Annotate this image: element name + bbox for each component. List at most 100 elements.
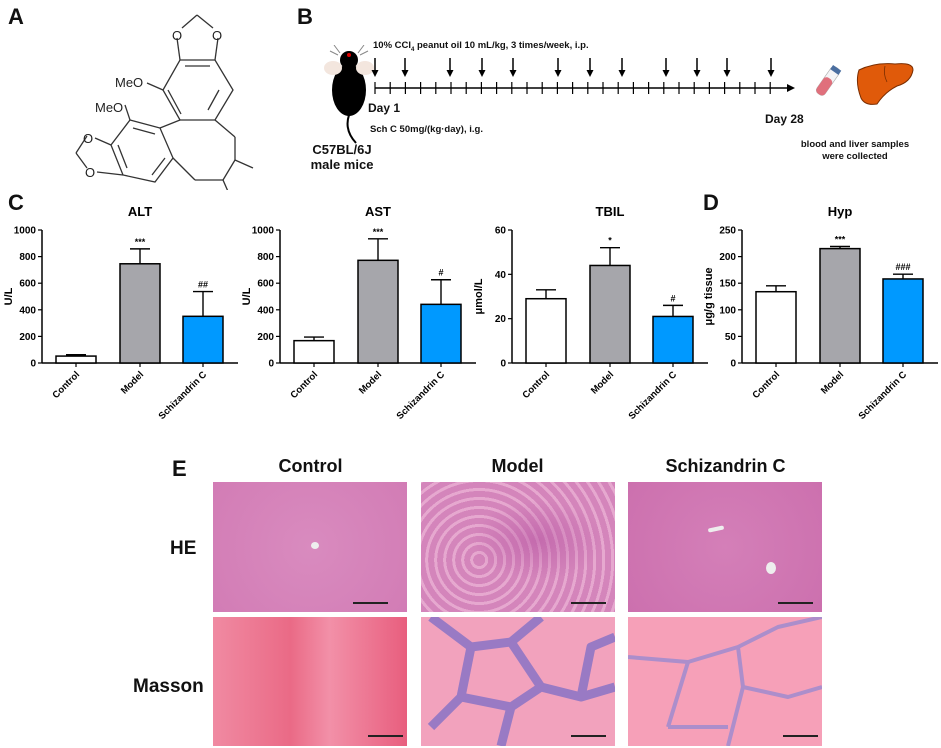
column-header-schizandrin: Schizandrin C xyxy=(665,456,786,476)
row-header-masson: Masson xyxy=(133,676,204,697)
chart-title: Hyp xyxy=(828,204,853,219)
bar-schizandrin-c xyxy=(182,315,224,364)
day-end-label: Day 28 xyxy=(765,112,804,126)
y-axis-label: U/L xyxy=(3,287,15,305)
svg-text:MeO: MeO xyxy=(95,100,123,115)
bar-schizandrin-c xyxy=(882,278,924,364)
chart-title: ALT xyxy=(128,204,152,219)
svg-text:200: 200 xyxy=(19,332,36,343)
svg-text:O: O xyxy=(172,28,182,43)
svg-text:O: O xyxy=(212,28,222,43)
svg-text:0: 0 xyxy=(30,359,36,370)
svg-text:Model: Model xyxy=(357,369,384,396)
svg-text:O: O xyxy=(85,165,95,180)
svg-text:50: 50 xyxy=(725,332,737,343)
svg-text:*: * xyxy=(608,236,612,246)
svg-text:Schizandrin C: Schizandrin C xyxy=(857,369,910,422)
svg-text:0: 0 xyxy=(268,359,274,370)
svg-text:Model: Model xyxy=(589,369,616,396)
svg-text:800: 800 xyxy=(257,252,274,263)
panel-label-e: E xyxy=(172,456,187,481)
svg-text:150: 150 xyxy=(719,279,736,290)
animal-sex: male mice xyxy=(310,157,374,172)
chart-ast: AST 0 200 400 600 800 1000 U/L Control *** Model # S… xyxy=(238,196,483,446)
svg-text:###: ### xyxy=(895,262,910,272)
svg-text:600: 600 xyxy=(257,279,274,290)
svg-text:200: 200 xyxy=(719,252,736,263)
column-header-model: Model xyxy=(491,456,544,476)
bar-control xyxy=(293,339,335,364)
chart-title: TBIL xyxy=(596,204,625,219)
animal-strain: C57BL/6J xyxy=(312,142,372,157)
y-axis-label: U/L xyxy=(241,287,253,305)
svg-text:Schizandrin C: Schizandrin C xyxy=(627,369,680,422)
svg-text:40: 40 xyxy=(495,270,507,281)
svg-text:##: ## xyxy=(198,280,208,290)
svg-text:Model: Model xyxy=(119,369,146,396)
bar-model xyxy=(589,264,631,364)
svg-text:Control: Control xyxy=(50,369,82,401)
svg-text:***: *** xyxy=(835,234,846,244)
column-header-control: Control xyxy=(278,456,343,476)
bar-control xyxy=(55,355,97,364)
svg-text:250: 250 xyxy=(719,226,736,237)
svg-text:400: 400 xyxy=(19,305,36,316)
bar-control xyxy=(755,290,797,364)
mouse-icon xyxy=(324,45,374,144)
panel-label-a: A xyxy=(8,4,24,29)
svg-text:***: *** xyxy=(373,227,384,237)
he-control-image xyxy=(213,482,407,612)
panel-label-b: B xyxy=(297,4,313,29)
panel-label-c: C xyxy=(8,190,24,215)
svg-text:0: 0 xyxy=(500,359,506,370)
chemical-structure: O O MeO MeO O O xyxy=(75,14,254,190)
svg-text:O: O xyxy=(83,131,93,146)
blood-tube-icon xyxy=(815,65,842,96)
svg-text:600: 600 xyxy=(19,279,36,290)
collection-note-line2: were collected xyxy=(822,151,888,162)
day-start-label: Day 1 xyxy=(368,101,401,115)
bar-schizandrin-c xyxy=(652,315,694,364)
bar-schizandrin-c xyxy=(420,303,462,364)
row-header-he: HE xyxy=(170,538,197,559)
masson-control-image xyxy=(213,617,407,746)
svg-text:1000: 1000 xyxy=(252,226,275,237)
svg-text:Model: Model xyxy=(819,369,846,396)
bar-model xyxy=(119,263,161,364)
svg-text:Control: Control xyxy=(750,369,782,401)
svg-text:***: *** xyxy=(135,237,146,247)
svg-text:100: 100 xyxy=(719,305,736,316)
chart-alt: ALT 0 200 400 600 800 1000 U/L Control *** Model ##… xyxy=(0,196,245,446)
schc-regimen: Sch C 50mg/(kg·day), i.g. xyxy=(370,124,483,135)
svg-text:MeO: MeO xyxy=(115,75,143,90)
svg-text:800: 800 xyxy=(19,252,36,263)
chart-hyp: Hyp 0 50 100 150 200 250 μg/g tissue Control *** M… xyxy=(700,196,941,446)
panel-label-d: D xyxy=(703,190,719,215)
liver-icon xyxy=(856,63,914,105)
ccl4-regimen: 10% CCl4 peanut oil 10 mL/kg, 3 times/we… xyxy=(373,40,589,53)
chart-tbil: TBIL 0 20 40 60 μmol/L Control * Model # Schizandr… xyxy=(470,196,715,446)
collection-note-line1: blood and liver samples xyxy=(800,139,910,150)
masson-model-image xyxy=(421,617,615,746)
masson-schizandrin-image xyxy=(628,617,822,746)
svg-text:Schizandrin C: Schizandrin C xyxy=(157,369,210,422)
bar-model xyxy=(357,259,399,364)
bar-model xyxy=(819,247,861,364)
chart-title: AST xyxy=(365,204,391,219)
he-schizandrin-image xyxy=(628,482,822,612)
svg-text:0: 0 xyxy=(730,359,736,370)
he-model-image xyxy=(421,482,615,612)
svg-text:#: # xyxy=(438,268,443,278)
svg-text:#: # xyxy=(670,293,675,303)
y-axis-label: μmol/L xyxy=(473,278,485,314)
svg-text:1000: 1000 xyxy=(14,226,37,237)
svg-text:60: 60 xyxy=(495,226,507,237)
svg-text:Control: Control xyxy=(288,369,320,401)
y-axis-label: μg/g tissue xyxy=(703,267,715,325)
svg-text:Schizandrin C: Schizandrin C xyxy=(395,369,448,422)
svg-text:Control: Control xyxy=(520,369,552,401)
svg-text:200: 200 xyxy=(257,332,274,343)
bar-control xyxy=(525,297,567,364)
timeline xyxy=(371,58,795,94)
svg-text:20: 20 xyxy=(495,314,507,325)
